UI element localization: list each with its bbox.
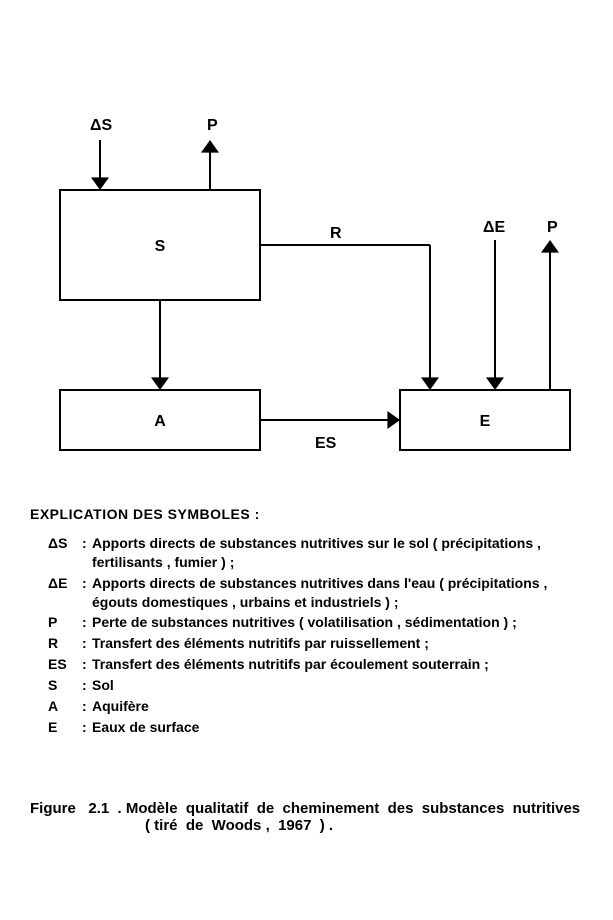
legend-symbol: ΔS [30, 534, 82, 572]
caption-line-2: ( tiré de Woods , 1967 ) . [30, 817, 590, 834]
legend-symbol: R [30, 634, 82, 653]
arrowhead-icon [387, 411, 400, 429]
legend-row: E:Eaux de surface [30, 718, 590, 737]
arrowhead-icon [421, 377, 439, 390]
legend-colon: : [82, 634, 92, 653]
arrowhead-icon [486, 377, 504, 390]
legend-row: S:Sol [30, 676, 590, 695]
diagram-label: ES [315, 435, 337, 452]
figure-caption: Figure 2.1 . Modèle qualitatif de chemin… [30, 800, 590, 834]
diagram-label: R [330, 225, 342, 242]
arrowhead-icon [151, 377, 169, 390]
legend-definition: Apports directs de substances nutritives… [92, 574, 590, 612]
diagram: S A E ΔS P R ES ΔE P [0, 0, 613, 500]
legend-colon: : [82, 718, 92, 737]
legend-row: R:Transfert des éléments nutritifs par r… [30, 634, 590, 653]
legend-colon: : [82, 697, 92, 716]
legend-definition: Sol [92, 676, 590, 695]
legend-colon: : [82, 534, 92, 572]
diagram-label: P [547, 219, 558, 236]
node-label: S [155, 238, 166, 255]
legend-symbol: ES [30, 655, 82, 674]
node-label: E [480, 413, 491, 430]
node-label: A [154, 413, 166, 430]
legend: EXPLICATION DES SYMBOLES : ΔS:Apports di… [30, 505, 590, 739]
arrowhead-icon [201, 140, 219, 153]
legend-definition: Apports directs de substances nutritives… [92, 534, 590, 572]
legend-symbol: S [30, 676, 82, 695]
caption-line-1: Figure 2.1 . Modèle qualitatif de chemin… [30, 800, 590, 817]
arrowhead-icon [91, 177, 109, 190]
legend-definition: Transfert des éléments nutritifs par rui… [92, 634, 590, 653]
legend-title: EXPLICATION DES SYMBOLES : [30, 505, 590, 524]
diagram-label: ΔE [483, 219, 506, 236]
legend-colon: : [82, 574, 92, 612]
legend-row: A:Aquifère [30, 697, 590, 716]
legend-symbol: E [30, 718, 82, 737]
legend-definition: Perte de substances nutritives ( volatil… [92, 613, 590, 632]
legend-colon: : [82, 655, 92, 674]
legend-colon: : [82, 676, 92, 695]
legend-symbol: A [30, 697, 82, 716]
diagram-label: ΔS [90, 117, 113, 134]
legend-row: ΔE:Apports directs de substances nutriti… [30, 574, 590, 612]
legend-definition: Aquifère [92, 697, 590, 716]
legend-row: P:Perte de substances nutritives ( volat… [30, 613, 590, 632]
legend-symbol: P [30, 613, 82, 632]
legend-row: ES:Transfert des éléments nutritifs par … [30, 655, 590, 674]
diagram-label: P [207, 117, 218, 134]
legend-row: ΔS:Apports directs de substances nutriti… [30, 534, 590, 572]
legend-definition: Transfert des éléments nutritifs par éco… [92, 655, 590, 674]
legend-colon: : [82, 613, 92, 632]
legend-symbol: ΔE [30, 574, 82, 612]
arrowhead-icon [541, 240, 559, 253]
legend-definition: Eaux de surface [92, 718, 590, 737]
